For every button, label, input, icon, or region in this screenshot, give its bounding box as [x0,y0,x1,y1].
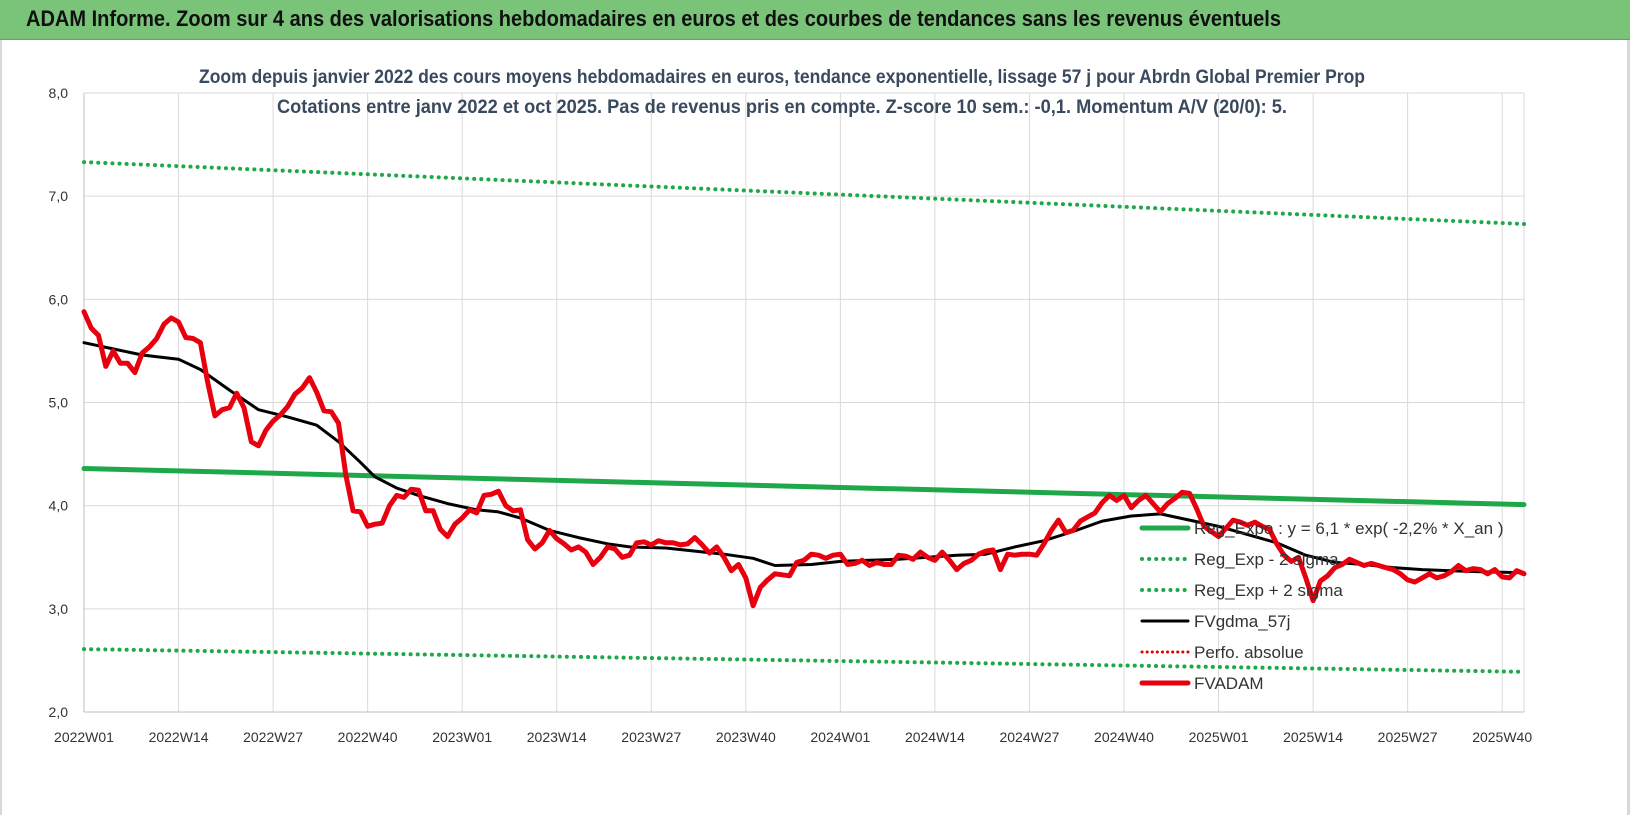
series-fvadam [81,309,1527,609]
y-tick-label: 8,0 [49,85,69,101]
series-fvgdma-57j [82,341,1526,575]
banner-title: ADAM Informe. Zoom sur 4 ans des valoris… [26,6,1282,31]
grid [83,92,1525,713]
chart-title: Zoom depuis janvier 2022 des cours moyen… [199,67,1365,118]
x-tick-label: 2025W01 [1189,729,1249,745]
legend-label: FVgdma_57j [1194,612,1290,631]
y-tick-label: 6,0 [49,291,69,307]
y-tick-label: 7,0 [49,188,69,204]
chart-frame: 2,0 3,0 4,0 5,0 6,0 7,0 8,0 2022W01 2022W14 2022W… [0,40,1630,815]
legend-label: Perfo. absolue [1194,643,1304,662]
x-tick-label: 2022W01 [54,729,114,745]
line-chart: 2,0 3,0 4,0 5,0 6,0 7,0 8,0 2022W01 2022W14 2022W… [49,67,1533,745]
y-tick-label: 4,0 [49,498,69,514]
legend-label: Reg_Exp + 2 sigma [1194,581,1343,600]
series-reg-exp-plus-2-sigma [82,160,1526,226]
x-tick-label: 2023W40 [716,729,776,745]
x-tick-label: 2022W40 [338,729,398,745]
legend-label: FVADAM [1194,674,1264,693]
legend-label: Reg_Expo : y = 6,1 * exp( -2,2% * X_an ) [1194,519,1503,538]
y-tick-label: 2,0 [49,704,69,720]
x-tick-label: 2023W27 [621,729,681,745]
chart-title-line-2: Cotations entre janv 2022 et oct 2025. P… [277,97,1287,118]
report-banner: ADAM Informe. Zoom sur 4 ans des valoris… [0,0,1630,40]
x-tick-label: 2025W14 [1283,729,1343,745]
legend-label: Reg_Exp - 2 sigma [1194,550,1339,569]
x-tick-label: 2023W01 [432,729,492,745]
x-tick-label: 2022W27 [243,729,303,745]
x-tick-label: 2024W14 [905,729,965,745]
y-tick-label: 3,0 [49,601,69,617]
x-tick-label: 2024W01 [810,729,870,745]
x-tick-label: 2022W14 [149,729,209,745]
legend: Reg_Expo : y = 6,1 * exp( -2,2% * X_an )… [1139,519,1503,693]
x-tick-label: 2024W40 [1094,729,1154,745]
series-reg-exp-minus-2-sigma [82,647,1526,674]
x-tick-label: 2025W40 [1472,729,1532,745]
y-tick-label: 5,0 [49,395,69,411]
series [81,160,1527,674]
x-tick-label: 2025W27 [1378,729,1438,745]
series-reg-expo [81,466,1527,508]
axes: 2,0 3,0 4,0 5,0 6,0 7,0 8,0 2022W01 2022W14 2022W… [49,85,1533,745]
x-tick-label: 2023W14 [527,729,587,745]
x-tick-label: 2024W27 [999,729,1059,745]
chart-title-line-1: Zoom depuis janvier 2022 des cours moyen… [199,67,1365,88]
